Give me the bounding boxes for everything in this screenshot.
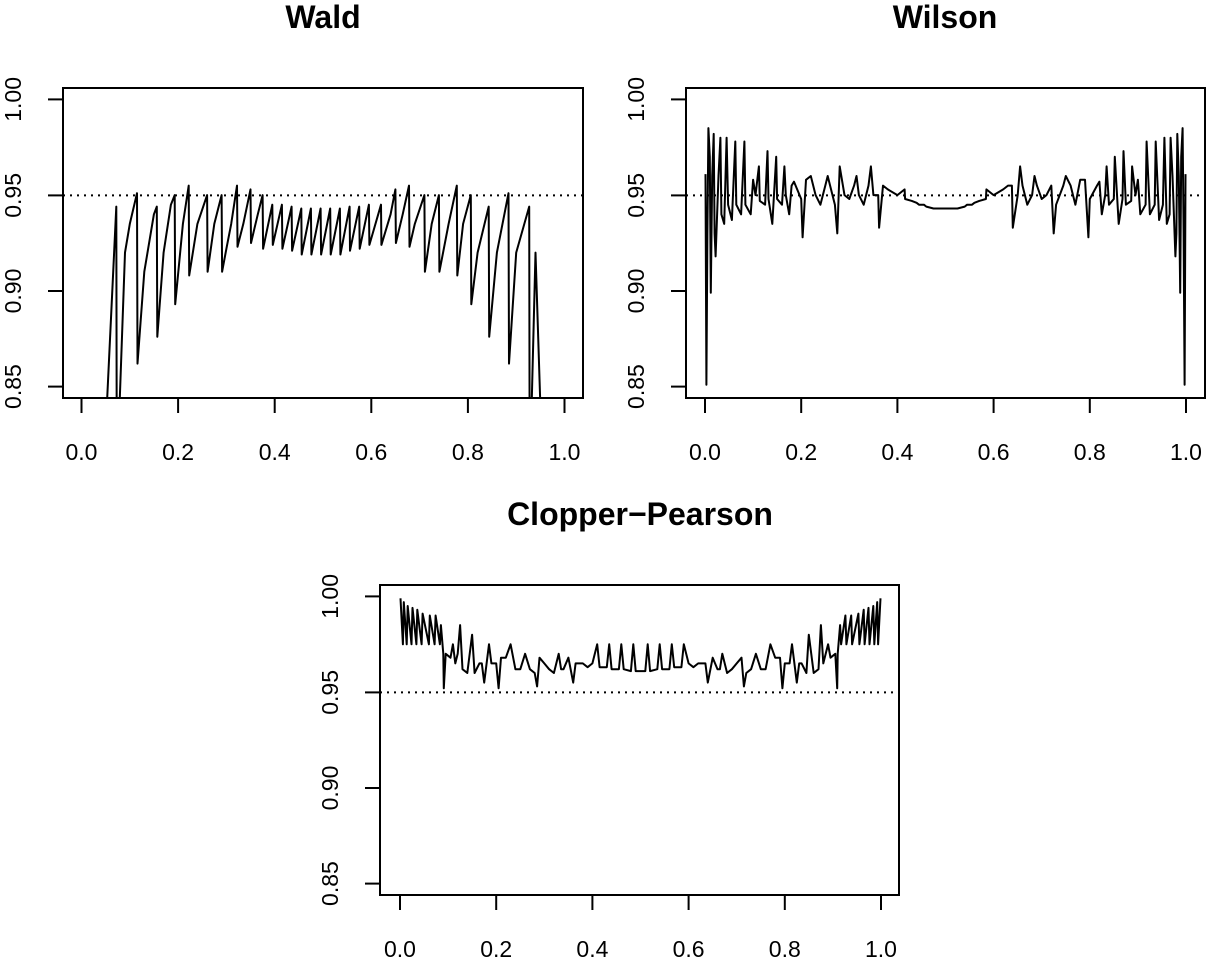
x-tick-label: 0.8 bbox=[452, 439, 484, 465]
y-tick-label: 0.85 bbox=[317, 861, 343, 906]
y-tick-label: 1.00 bbox=[0, 77, 26, 122]
x-tick-label: 0.4 bbox=[259, 439, 291, 465]
x-tick-label: 0.0 bbox=[384, 936, 416, 962]
series-line bbox=[399, 598, 882, 690]
x-tick-label: 0.2 bbox=[480, 936, 512, 962]
y-tick-label: 0.90 bbox=[0, 269, 26, 314]
series-line bbox=[106, 184, 542, 398]
y-tick-label: 0.95 bbox=[317, 670, 343, 715]
x-tick-label: 1.0 bbox=[865, 936, 897, 962]
panel-wilson: Wilson 0.0 0.2 0.4 0.6 0.8 1.0 0.85 0. bbox=[623, 0, 1206, 465]
series-line bbox=[704, 127, 1187, 386]
panel-title: Clopper−Pearson bbox=[507, 496, 773, 532]
panel-clopper-pearson: Clopper−Pearson 0.0 0.2 0.4 0.6 0.8 1.0 … bbox=[317, 496, 900, 962]
x-tick-label: 1.0 bbox=[1170, 439, 1202, 465]
x-tick-label: 0.0 bbox=[689, 439, 721, 465]
panel-title: Wald bbox=[285, 0, 360, 35]
x-axis: 0.0 0.2 0.4 0.6 0.8 1.0 bbox=[384, 894, 897, 962]
y-tick-label: 0.95 bbox=[0, 173, 26, 218]
x-tick-label: 0.8 bbox=[769, 936, 801, 962]
x-tick-label: 0.4 bbox=[881, 439, 913, 465]
x-tick-label: 0.2 bbox=[785, 439, 817, 465]
x-axis: 0.0 0.2 0.4 0.6 0.8 1.0 bbox=[66, 397, 581, 465]
x-axis: 0.0 0.2 0.4 0.6 0.8 1.0 bbox=[689, 397, 1202, 465]
y-tick-label: 0.85 bbox=[0, 364, 26, 409]
y-tick-label: 0.90 bbox=[623, 269, 649, 314]
x-tick-label: 0.2 bbox=[162, 439, 194, 465]
panel-title: Wilson bbox=[893, 0, 998, 35]
x-tick-label: 1.0 bbox=[549, 439, 581, 465]
y-tick-label: 1.00 bbox=[623, 77, 649, 122]
y-tick-label: 1.00 bbox=[317, 574, 343, 619]
panel-wald: Wald 0.0 0.2 0.4 0.6 0.8 1.0 0.85 0.90 bbox=[0, 0, 584, 465]
y-tick-label: 0.85 bbox=[623, 364, 649, 409]
y-axis: 0.85 0.90 0.95 1.00 bbox=[623, 77, 687, 409]
y-axis: 0.85 0.90 0.95 1.00 bbox=[0, 77, 64, 409]
y-tick-label: 0.95 bbox=[623, 173, 649, 218]
y-tick-label: 0.90 bbox=[317, 766, 343, 811]
x-tick-label: 0.8 bbox=[1074, 439, 1106, 465]
x-tick-label: 0.4 bbox=[576, 936, 608, 962]
x-tick-label: 0.6 bbox=[978, 439, 1010, 465]
y-axis: 0.85 0.90 0.95 1.00 bbox=[317, 574, 381, 906]
x-tick-label: 0.6 bbox=[355, 439, 387, 465]
x-tick-label: 0.6 bbox=[673, 936, 705, 962]
x-tick-label: 0.0 bbox=[66, 439, 98, 465]
